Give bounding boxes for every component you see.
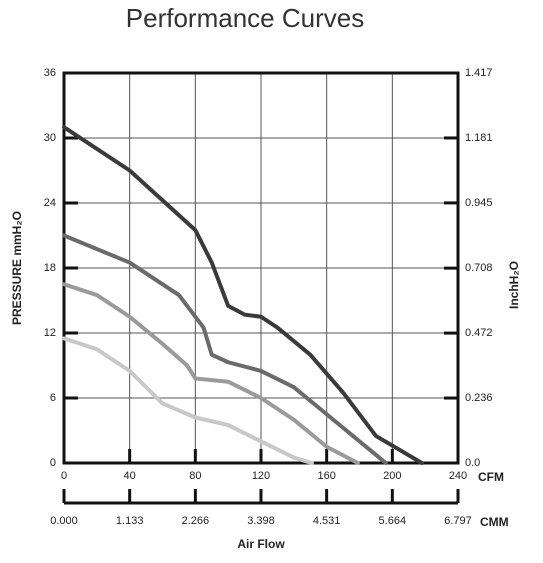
x2-unit-label: CMM xyxy=(480,515,509,529)
y2-tick-label: 0.236 xyxy=(465,392,493,404)
series-line xyxy=(62,233,388,465)
y-tick-label: 24 xyxy=(44,197,56,209)
x2-tick-label: 5.664 xyxy=(379,515,407,527)
x-tick-label: 240 xyxy=(449,470,467,482)
x-axis-label: Air Flow xyxy=(237,537,285,551)
chart-title: Performance Curves xyxy=(126,3,364,33)
x-tick-label: 200 xyxy=(383,470,401,482)
x2-tick-label: 1.133 xyxy=(116,515,144,527)
y2-tick-label: 0.708 xyxy=(465,262,493,274)
y-tick-label: 12 xyxy=(44,327,56,339)
series-line xyxy=(62,125,424,465)
x-tick-label: 160 xyxy=(317,470,335,482)
plot-frame xyxy=(62,71,460,465)
x-unit-label: CFM xyxy=(478,470,504,484)
y-tick-label: 0 xyxy=(50,457,56,469)
y2-tick-label: 0.472 xyxy=(465,327,493,339)
series-line xyxy=(62,336,314,465)
y2-tick-label: 1.181 xyxy=(465,132,493,144)
y2-axis-label: InchH₂O xyxy=(507,261,521,309)
y2-tick-label: 0.945 xyxy=(465,197,493,209)
y-tick-label: 30 xyxy=(44,132,56,144)
x2-tick-label: 6.797 xyxy=(444,515,472,527)
y2-tick-label: 0.0 xyxy=(465,457,480,469)
y-tick-label: 18 xyxy=(44,262,56,274)
x-tick-label: 120 xyxy=(252,470,270,482)
x-tick-label: 40 xyxy=(124,470,136,482)
x2-tick-label: 0.000 xyxy=(50,515,78,527)
y-axis-label: PRESSURE mmH₂O xyxy=(10,211,24,325)
y2-tick-label: 1.417 xyxy=(465,67,493,79)
x2-tick-label: 3.398 xyxy=(247,515,275,527)
x2-tick-label: 2.266 xyxy=(182,515,210,527)
x-tick-label: 0 xyxy=(61,470,67,482)
series-line xyxy=(62,282,360,465)
x2-tick-label: 4.531 xyxy=(313,515,341,527)
y-tick-label: 6 xyxy=(50,392,56,404)
y-tick-label: 36 xyxy=(44,67,56,79)
x-tick-label: 80 xyxy=(189,470,201,482)
